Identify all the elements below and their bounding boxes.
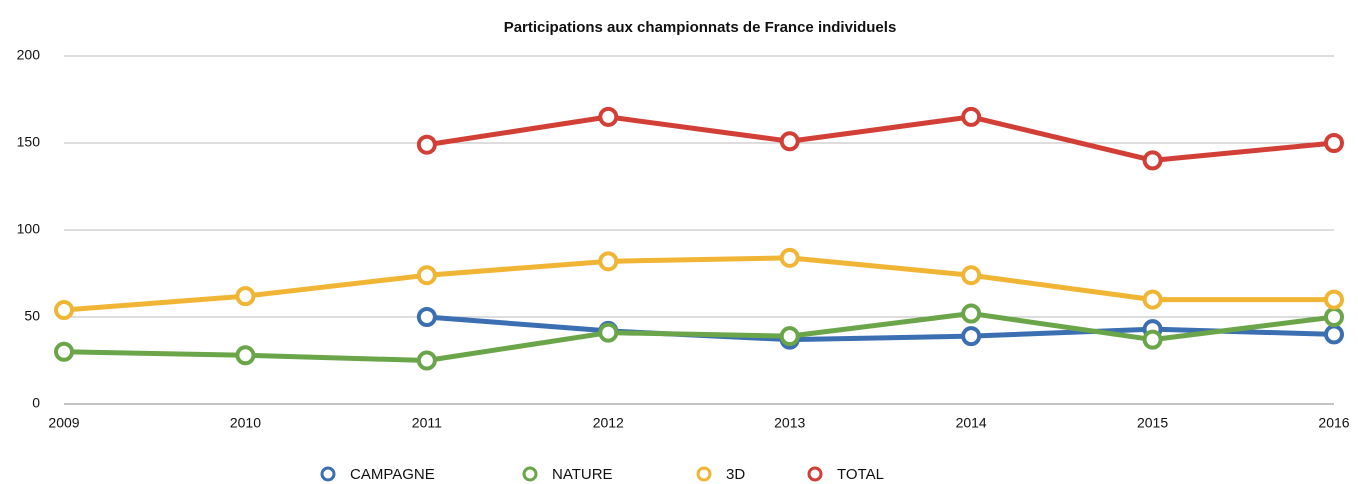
y-tick-label: 200 (17, 47, 41, 63)
data-point (235, 286, 256, 307)
legend-label: NATURE (552, 466, 613, 483)
data-point (1324, 324, 1344, 345)
legend-label: 3D (726, 466, 745, 483)
legend-label: CAMPAGNE (350, 466, 435, 483)
data-point (416, 307, 437, 327)
data-point (1142, 150, 1163, 171)
x-tick-label: 2016 (1318, 415, 1349, 431)
y-tick-label: 0 (32, 395, 40, 411)
x-tick-label: 2013 (774, 415, 805, 431)
series-line (63, 311, 1335, 363)
data-point (961, 106, 982, 127)
y-tick-label: 100 (17, 221, 41, 237)
chart-title: Participations aux championnats de Franc… (504, 19, 897, 36)
data-point (235, 345, 256, 366)
data-point (961, 303, 982, 324)
series-line (426, 114, 1335, 163)
y-tick-label: 150 (17, 134, 41, 150)
legend-marker (522, 466, 538, 482)
data-point (1324, 289, 1344, 310)
data-point (54, 300, 74, 321)
data-point (598, 322, 619, 343)
data-point (1142, 289, 1163, 310)
data-point (961, 326, 982, 347)
data-point (416, 134, 437, 155)
data-point (54, 341, 74, 362)
series-line (63, 255, 1334, 313)
x-tick-label: 2009 (48, 415, 79, 431)
x-tick-label: 2011 (412, 415, 442, 431)
data-point (779, 247, 800, 268)
data-point (416, 265, 437, 286)
x-tick-label: 2010 (230, 415, 261, 431)
series-line (426, 314, 1335, 343)
data-point (598, 251, 619, 272)
x-tick-label: 2012 (593, 415, 624, 431)
data-point (779, 131, 800, 152)
data-point (1142, 329, 1163, 350)
legend-marker (807, 466, 823, 482)
legend-marker (320, 466, 336, 482)
data-point (416, 350, 437, 371)
data-point (598, 106, 619, 127)
data-point (1324, 307, 1344, 327)
x-tick-label: 2015 (1137, 415, 1168, 431)
data-point (779, 326, 800, 347)
x-tick-label: 2014 (956, 415, 987, 431)
legend-marker (696, 466, 712, 482)
y-tick-label: 50 (24, 308, 40, 324)
data-point (1324, 133, 1344, 153)
legend-label: TOTAL (837, 466, 884, 483)
data-point (961, 265, 982, 286)
